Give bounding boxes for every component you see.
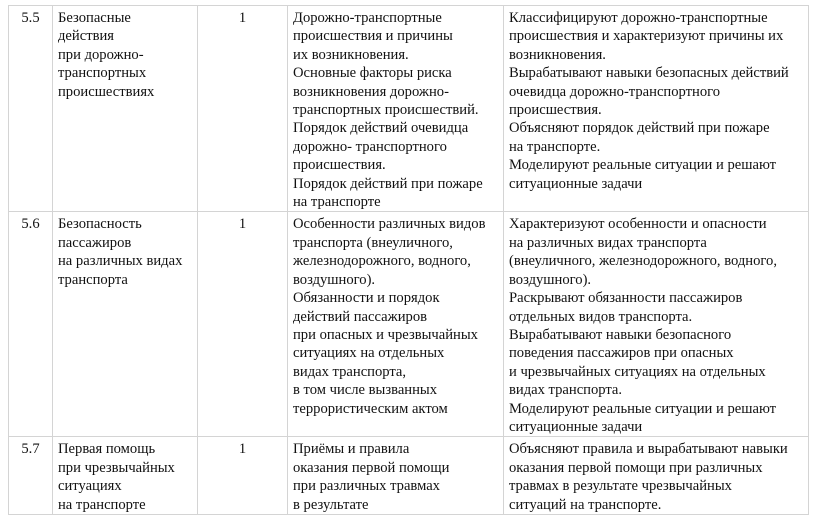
lesson-topic: Безопасность пассажиров на различных видах… bbox=[52, 211, 198, 438]
lesson-topic-line: на транспорте bbox=[58, 496, 146, 513]
lesson-content-line: при опасных и чрезвычайных bbox=[293, 326, 478, 343]
lesson-topic-line: действия bbox=[58, 28, 114, 45]
student-activities-line: Вырабатывают навыки безопасного bbox=[509, 326, 732, 343]
lesson-content-line: видах транспорта, bbox=[293, 363, 407, 380]
student-activities-line: Объясняют порядок действий при пожаре bbox=[509, 120, 770, 137]
lesson-topic-line: Безопасность bbox=[58, 216, 142, 233]
lesson-content: Приёмы и правила оказания первой помощи пр… bbox=[287, 436, 504, 515]
lesson-content-line: воздушного). bbox=[293, 271, 376, 288]
student-activities-line: и чрезвычайных ситуациях на отдельных bbox=[509, 363, 766, 380]
lesson-content: Дорожно-транспортные происшествия и причи… bbox=[287, 4, 504, 213]
lesson-content-line: Дорожно-транспортные bbox=[293, 10, 442, 26]
lesson-topic-line: ситуациях bbox=[58, 478, 122, 495]
student-activities-line: травмах в результате чрезвычайных bbox=[509, 478, 732, 495]
lesson-content-line: Основные факторы риска bbox=[293, 65, 452, 82]
student-activities-line: Вырабатывают навыки безопасных действий bbox=[509, 65, 789, 82]
lesson-content-line: возникновения дорожно- bbox=[293, 83, 449, 100]
student-activities-line: (внеуличного, железнодорожного, водного, bbox=[509, 253, 777, 270]
lesson-content-line: в том числе вызванных bbox=[293, 382, 438, 399]
lesson-content-line: Обязанности и порядок bbox=[293, 290, 440, 307]
student-activities-line: оказания первой помощи при различных bbox=[509, 459, 763, 476]
lesson-number: 5.5 bbox=[8, 4, 53, 213]
lesson-content: Особенности различных видов транспорта (в… bbox=[287, 211, 504, 438]
lesson-topic-line: транспорта bbox=[58, 271, 128, 288]
student-activities-line: воздушного). bbox=[509, 271, 592, 288]
lesson-content-line: происшествия. bbox=[293, 157, 386, 174]
lesson-content-line: Порядок действий при пожаре bbox=[293, 175, 483, 192]
lesson-content-line: происшествия и причины bbox=[293, 28, 453, 45]
student-activities-line: отдельных видов транспорта. bbox=[509, 308, 693, 325]
lesson-content-line: дорожно- транспортного bbox=[293, 138, 447, 155]
student-activities-line: возникновения. bbox=[509, 46, 606, 63]
lesson-topic-line: при чрезвычайных bbox=[58, 459, 175, 476]
student-activities-line: происшествия и характеризуют причины их bbox=[509, 28, 784, 45]
lesson-content-line: на транспорте bbox=[293, 194, 381, 211]
lesson-number: 5.7 bbox=[8, 436, 53, 515]
lesson-content-line: действий пассажиров bbox=[293, 308, 428, 325]
lesson-topic-line: Первая помощь bbox=[58, 441, 156, 458]
lesson-topic-line: происшествиях bbox=[58, 83, 155, 100]
student-activities-line: ситуационные задачи bbox=[509, 175, 643, 192]
student-activities-line: Характеризуют особенности и опасности bbox=[509, 216, 767, 233]
lesson-hours: 1 bbox=[197, 4, 288, 213]
curriculum-table: 5.5 Безопасные действия при дорожно-транспо… bbox=[8, 4, 809, 515]
student-activities-line: поведения пассажиров при опасных bbox=[509, 345, 734, 362]
lesson-topic-line: Безопасные bbox=[58, 10, 131, 26]
student-activities-line: происшествия. bbox=[509, 102, 602, 119]
student-activities-line: Моделируют реальные ситуации и решают bbox=[509, 400, 777, 417]
lesson-topic-line: транспортных bbox=[58, 65, 147, 82]
student-activities: Объясняют правила и вырабатывают навыки о… bbox=[503, 436, 809, 515]
lesson-content-line: Особенности различных видов bbox=[293, 216, 486, 233]
lesson-content-line: оказания первой помощи bbox=[293, 459, 450, 476]
lesson-topic-line: на различных видах bbox=[58, 253, 183, 270]
lesson-content-line: Приёмы и правила bbox=[293, 441, 410, 458]
student-activities-line: Моделируют реальные ситуации и решают bbox=[509, 157, 777, 174]
lesson-content-line: транспортных происшествий. bbox=[293, 102, 479, 119]
student-activities: Классифицируют дорожно-транспортные проис… bbox=[503, 4, 809, 213]
student-activities-line: очевидца дорожно-транспортного bbox=[509, 83, 721, 100]
lesson-content-line: железнодорожного, водного, bbox=[293, 253, 471, 270]
student-activities-line: на различных видах транспорта bbox=[509, 234, 707, 251]
lesson-content-line: Порядок действий очевидца bbox=[293, 120, 469, 137]
lesson-topic: Безопасные действия при дорожно-транспортн… bbox=[52, 4, 198, 213]
lesson-topic-line: при дорожно- bbox=[58, 46, 144, 63]
lesson-hours: 1 bbox=[197, 436, 288, 515]
table-row: 5.6 Безопасность пассажиров на различных ви… bbox=[8, 211, 809, 438]
student-activities-line: ситуационные задачи bbox=[509, 418, 643, 435]
student-activities: Характеризуют особенности и опасности на … bbox=[503, 211, 809, 438]
student-activities-line: Объясняют правила и вырабатывают навыки bbox=[509, 441, 788, 458]
lesson-content-line: террористическим актом bbox=[293, 400, 448, 417]
student-activities-line: Раскрывают обязанности пассажиров bbox=[509, 290, 743, 307]
student-activities-line: Классифицируют дорожно-транспортные bbox=[509, 10, 768, 26]
lesson-content-line: ситуациях на отдельных bbox=[293, 345, 445, 362]
lesson-hours: 1 bbox=[197, 211, 288, 438]
lesson-content-line: транспорта (внеуличного, bbox=[293, 234, 453, 251]
table-row: 5.7 Первая помощь при чрезвычайных ситуация… bbox=[8, 436, 809, 515]
lesson-content-line: в результате bbox=[293, 496, 369, 513]
lesson-number: 5.6 bbox=[8, 211, 53, 438]
table-row: 5.5 Безопасные действия при дорожно-транспо… bbox=[8, 4, 809, 213]
student-activities-line: ситуаций на транспорте. bbox=[509, 496, 662, 513]
student-activities-line: видах транспорта. bbox=[509, 382, 623, 399]
lesson-topic: Первая помощь при чрезвычайных ситуациях на… bbox=[52, 436, 198, 515]
lesson-topic-line: пассажиров bbox=[58, 234, 132, 251]
student-activities-line: на транспорте. bbox=[509, 138, 601, 155]
lesson-content-line: при различных травмах bbox=[293, 478, 440, 495]
lesson-content-line: их возникновения. bbox=[293, 46, 409, 63]
